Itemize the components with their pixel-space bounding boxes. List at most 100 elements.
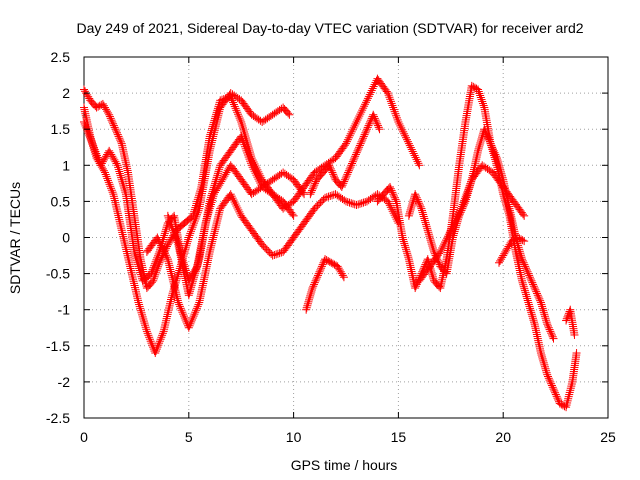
data-point <box>87 137 96 146</box>
data-point <box>406 205 415 214</box>
data-point <box>418 208 427 217</box>
data-point <box>423 226 432 235</box>
data-point <box>212 110 221 119</box>
data-point <box>158 243 167 252</box>
data-point <box>110 123 119 132</box>
data-point <box>317 262 326 271</box>
data-point <box>528 312 537 321</box>
data-point <box>365 90 374 99</box>
data-point <box>173 238 182 247</box>
data-point <box>154 249 163 258</box>
data-point <box>383 197 392 206</box>
data-point <box>360 102 369 111</box>
data-point <box>150 259 159 268</box>
data-point <box>118 177 127 186</box>
data-point <box>404 253 413 262</box>
data-point <box>234 205 243 214</box>
data-point <box>146 337 155 346</box>
data-point <box>190 216 199 225</box>
data-point <box>208 124 217 133</box>
data-point <box>109 121 118 130</box>
data-point <box>528 314 537 323</box>
data-point <box>223 93 232 102</box>
data-point <box>530 318 539 327</box>
data-point <box>171 232 180 241</box>
data-point <box>120 186 129 195</box>
data-point <box>232 106 241 115</box>
data-point <box>428 270 437 279</box>
data-point <box>399 127 408 136</box>
data-point <box>399 237 408 246</box>
data-point <box>526 304 535 313</box>
series-track-5 <box>163 132 298 300</box>
data-point <box>465 181 474 190</box>
data-point <box>115 134 124 143</box>
data-point <box>398 233 407 242</box>
data-point <box>307 287 316 296</box>
data-point <box>217 95 226 104</box>
data-point <box>357 108 366 117</box>
data-point <box>353 116 362 125</box>
data-point <box>156 239 165 248</box>
data-point <box>386 97 395 106</box>
data-point <box>228 194 237 203</box>
data-point <box>183 239 192 248</box>
data-point <box>150 272 159 281</box>
data-point <box>566 386 575 395</box>
data-point <box>538 352 547 361</box>
data-point <box>100 103 109 112</box>
data-point <box>100 168 109 177</box>
data-point <box>428 242 437 251</box>
data-point <box>114 132 123 141</box>
data-point <box>174 298 183 307</box>
data-point <box>243 148 252 157</box>
data-point <box>207 126 216 135</box>
data-point <box>99 166 108 175</box>
data-point <box>519 282 528 291</box>
data-point <box>116 137 125 146</box>
data-point <box>212 175 221 184</box>
data-point <box>86 135 95 144</box>
data-point <box>102 105 111 114</box>
data-point <box>522 292 531 301</box>
data-point <box>222 168 231 177</box>
data-point <box>519 280 528 289</box>
data-point <box>404 139 413 148</box>
data-point <box>193 302 202 311</box>
data-point <box>348 125 357 134</box>
data-point <box>411 153 420 162</box>
data-point <box>256 179 265 188</box>
data-point <box>347 127 356 136</box>
data-point <box>214 167 223 176</box>
data-point <box>317 264 326 273</box>
data-point <box>410 151 419 160</box>
data-point <box>84 129 93 138</box>
data-point <box>226 92 235 101</box>
data-point <box>102 172 111 181</box>
data-point <box>107 186 116 195</box>
data-point <box>567 380 576 389</box>
data-point <box>137 308 146 317</box>
x-tick-label: 20 <box>495 429 511 445</box>
data-point <box>163 240 172 249</box>
data-point <box>173 272 182 281</box>
data-point <box>426 234 435 243</box>
data-point <box>391 109 400 118</box>
data-point <box>343 198 352 207</box>
data-point <box>214 102 223 111</box>
data-point <box>189 312 198 321</box>
data-point <box>153 343 162 352</box>
data-point <box>541 364 550 373</box>
data-point <box>80 117 88 126</box>
data-point <box>192 304 201 313</box>
data-point <box>136 270 145 279</box>
data-point <box>152 255 161 264</box>
data-point <box>235 114 244 123</box>
data-point <box>191 269 200 278</box>
data-point <box>208 187 217 196</box>
data-point <box>309 282 318 291</box>
data-point <box>142 327 151 336</box>
data-point <box>206 128 215 137</box>
data-point <box>105 180 114 189</box>
data-point <box>422 220 431 229</box>
